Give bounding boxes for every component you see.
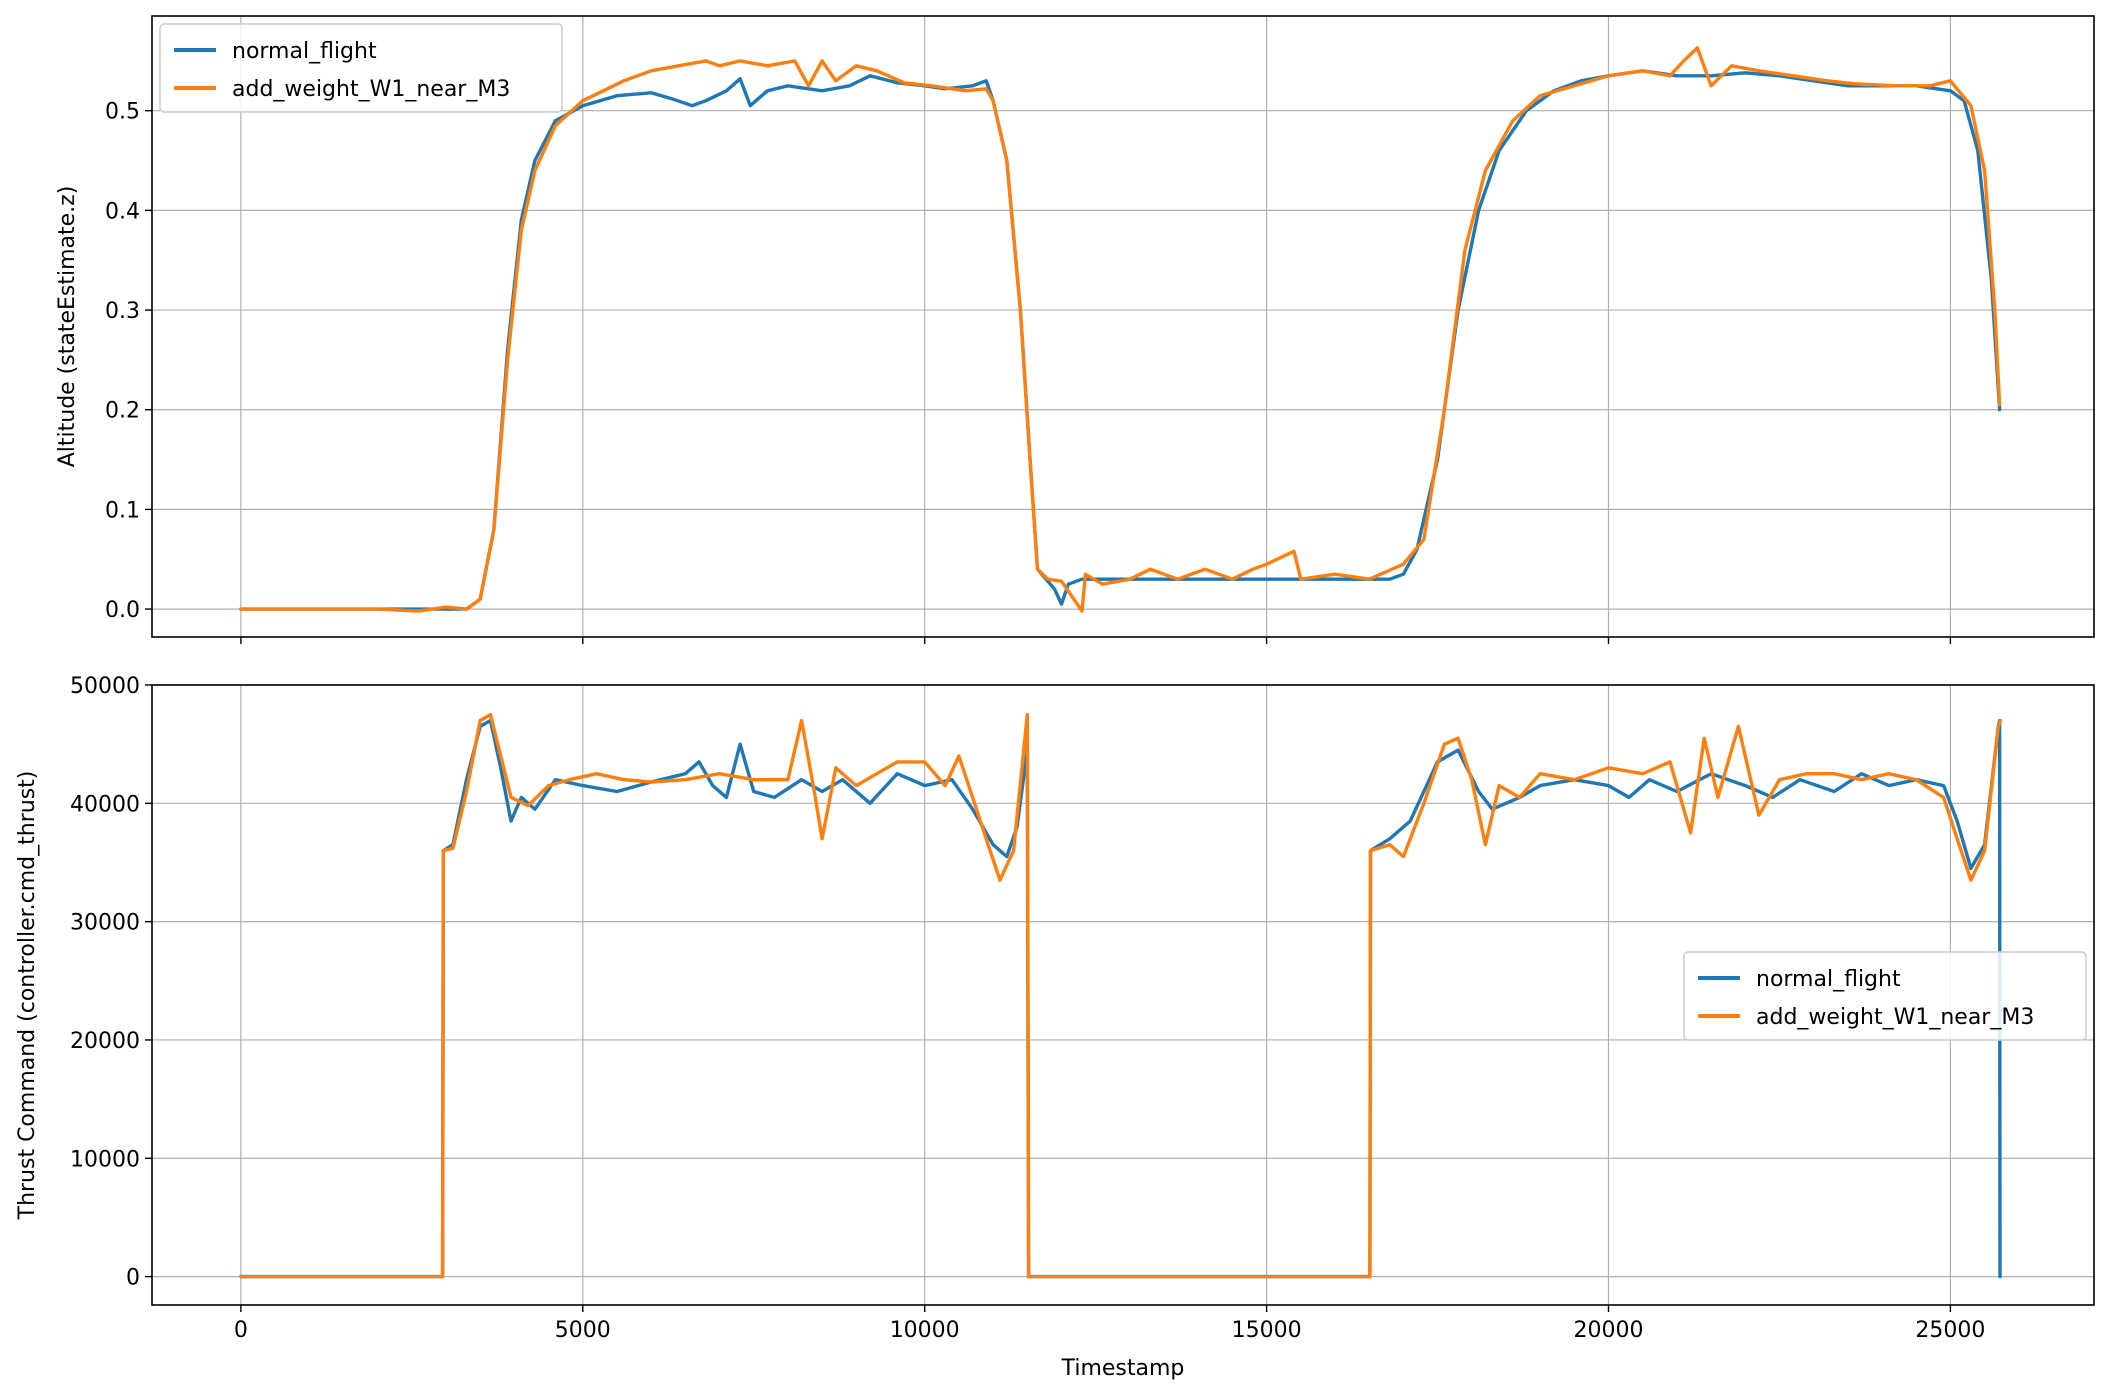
series-line-add-weight-w1-near-m3	[239, 712, 2002, 1279]
legend-label-normal-flight: normal_flight	[232, 39, 377, 64]
altitude-y-tick-label: 0.4	[105, 199, 140, 224]
altitude-ticks: 0.0 0.1 0.2 0.3 0.4 0.5	[105, 100, 1952, 644]
altitude-panel: 0.0 0.1 0.2 0.3 0.4 0.5 Altitude (stateEstima…	[55, 15, 2095, 644]
x-tick-label: 15000	[1232, 1318, 1302, 1343]
altitude-y-axis-label: Altitude (stateEstimate.z)	[55, 186, 80, 468]
altitude-y-tick-label: 0.2	[105, 399, 140, 424]
x-tick-label: 0	[234, 1318, 248, 1343]
legend-label-normal-flight: normal_flight	[1756, 967, 1901, 992]
thrust-ticks: 0 5000 10000 15000 20000 25000 0 10000 20000 3000…	[70, 674, 1985, 1343]
x-tick-label: 20000	[1574, 1318, 1644, 1343]
thrust-legend-box	[1683, 951, 2087, 1041]
altitude-y-tick-label: 0.1	[105, 498, 140, 523]
altitude-legend: normal_flight add_weight_W1_near_M3	[159, 23, 563, 113]
thrust-series-layer	[239, 712, 2002, 1279]
thrust-plot-frame	[151, 684, 2095, 1306]
altitude-y-tick-label: 0.0	[105, 598, 140, 623]
x-tick-label: 10000	[890, 1318, 960, 1343]
thrust-y-tick-label: 30000	[70, 911, 140, 936]
thrust-legend: normal_flight add_weight_W1_near_M3	[1683, 951, 2087, 1041]
thrust-panel: 0 5000 10000 15000 20000 25000 0 10000 20000 3000…	[15, 674, 2095, 1381]
legend-label-add-weight: add_weight_W1_near_M3	[1756, 1005, 2034, 1030]
x-axis-label: Timestamp	[1061, 1356, 1185, 1381]
thrust-y-axis-label: Thrust Command (controller.cmd_thrust)	[15, 771, 40, 1221]
thrust-y-tick-label: 40000	[70, 792, 140, 817]
altitude-series-layer	[239, 46, 2002, 613]
thrust-y-tick-label: 0	[126, 1266, 140, 1291]
thrust-y-tick-label: 50000	[70, 674, 140, 699]
thrust-y-tick-label: 10000	[70, 1147, 140, 1172]
thrust-y-tick-label: 20000	[70, 1029, 140, 1054]
x-tick-label: 5000	[555, 1318, 611, 1343]
legend-label-add-weight: add_weight_W1_near_M3	[232, 77, 510, 102]
series-line-add-weight-w1-near-m3	[239, 46, 2002, 613]
altitude-y-tick-label: 0.5	[105, 100, 140, 125]
altitude-plot-frame	[151, 15, 2095, 638]
altitude-legend-box	[159, 23, 563, 113]
x-tick-label: 25000	[1915, 1318, 1985, 1343]
altitude-y-tick-label: 0.3	[105, 299, 140, 324]
altitude-grid	[152, 16, 2094, 637]
